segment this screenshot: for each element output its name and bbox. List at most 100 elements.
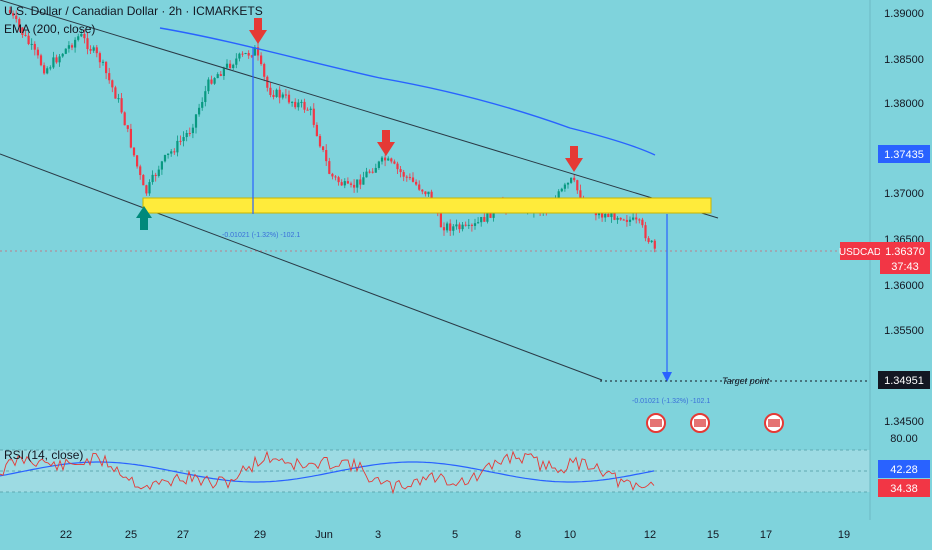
candle-body	[30, 43, 33, 45]
candle-body	[315, 124, 318, 137]
candle-body	[356, 179, 359, 188]
us-flag-event-icon[interactable]	[764, 413, 784, 433]
candle-body	[173, 151, 176, 153]
candle-body	[560, 188, 563, 192]
candle-body	[349, 183, 353, 185]
channel-upper-line	[0, 0, 719, 219]
candle-body	[408, 177, 411, 179]
time-tick-label: 10	[564, 529, 576, 541]
candle-body	[483, 217, 486, 222]
candle-body	[145, 185, 148, 194]
price-tick-label: 1.38500	[884, 54, 924, 66]
time-tick-label: 3	[375, 529, 381, 541]
candle-body	[368, 171, 371, 173]
candle-body	[86, 38, 89, 50]
candle-body	[635, 217, 638, 220]
candle-body	[359, 179, 362, 185]
candle-body	[108, 73, 111, 81]
candle-body	[303, 101, 306, 110]
candle-body	[467, 224, 470, 226]
candle-body	[8, 10, 12, 14]
time-tick-label: 25	[125, 529, 137, 541]
candle-body	[402, 172, 405, 177]
candle-body	[55, 57, 58, 63]
price-axis[interactable]: 1.390001.385001.380001.370001.365001.360…	[884, 8, 924, 428]
candle-body	[176, 140, 179, 153]
candle-body	[12, 13, 15, 16]
candle-body	[120, 98, 123, 113]
candle-body	[269, 87, 272, 95]
rsi-badge-a-text: 42.28	[890, 464, 918, 476]
support-zone[interactable]	[142, 197, 712, 214]
candle-body	[340, 182, 343, 186]
candle-body	[142, 175, 145, 186]
us-flag-event-icon[interactable]	[646, 413, 666, 433]
candle-body	[337, 177, 340, 183]
candle-body	[362, 177, 365, 185]
candle-body	[576, 180, 579, 191]
candle-body	[566, 182, 570, 185]
candle-body	[380, 157, 384, 162]
candle-body	[278, 89, 281, 98]
candle-body	[194, 114, 198, 128]
candle-body	[387, 158, 390, 161]
candle-body	[616, 217, 619, 220]
candle-body	[647, 238, 650, 242]
channel-lower-line	[0, 153, 603, 381]
rsi-axis-label: 80.00	[890, 433, 918, 445]
candle-body	[607, 213, 610, 218]
candle-body	[123, 112, 126, 126]
candle-body	[455, 224, 458, 227]
candle-body	[449, 223, 452, 231]
candle-body	[33, 43, 36, 50]
price-tick-label: 1.38000	[884, 98, 924, 110]
candle-body	[439, 213, 442, 228]
candle-body	[213, 78, 216, 84]
candle-body	[322, 146, 325, 151]
candle-body	[309, 108, 312, 110]
time-tick-label: 19	[838, 529, 850, 541]
candle-body	[250, 55, 253, 57]
candle-body	[15, 15, 18, 20]
candle-body	[204, 91, 207, 103]
candle-body	[238, 53, 241, 59]
candle-body	[343, 181, 346, 186]
candle-body	[464, 224, 467, 226]
time-axis[interactable]: 22 25 27 29 Jun 3 5 8 10 12 15 17 19	[60, 529, 850, 541]
candle-body	[256, 47, 260, 56]
candle-body	[210, 79, 213, 84]
candle-body	[232, 64, 235, 68]
candle-body	[390, 158, 393, 162]
candle-body	[98, 53, 101, 63]
ema-price-badge-text: 1.37435	[884, 149, 924, 161]
ema-price-badge	[878, 145, 930, 163]
candle-body	[480, 217, 483, 223]
candle-body	[235, 58, 238, 65]
candle-body	[486, 210, 489, 222]
candle-body	[157, 169, 160, 176]
candle-body	[294, 101, 297, 108]
candle-body	[39, 55, 43, 66]
candle-body	[597, 212, 601, 216]
candle-body	[52, 57, 55, 68]
candle-body	[281, 94, 284, 98]
candle-body	[201, 102, 204, 108]
rsi-ma-line	[0, 461, 655, 483]
up-arrow-icon	[136, 206, 152, 230]
candle-body	[229, 63, 232, 68]
candle-body	[573, 177, 576, 181]
candle-body	[579, 190, 582, 200]
candle-body	[219, 74, 222, 76]
us-flag-event-icon[interactable]	[690, 413, 710, 433]
candle-body	[170, 151, 173, 154]
candle-body	[61, 53, 64, 57]
candle-body	[489, 210, 492, 218]
candle-body	[67, 45, 70, 49]
candle-body	[126, 125, 129, 129]
candle-body	[430, 191, 433, 203]
candle-body	[393, 161, 396, 164]
candle-body	[619, 217, 622, 220]
candle-body	[399, 169, 402, 173]
rsi-badge-b	[878, 479, 930, 497]
